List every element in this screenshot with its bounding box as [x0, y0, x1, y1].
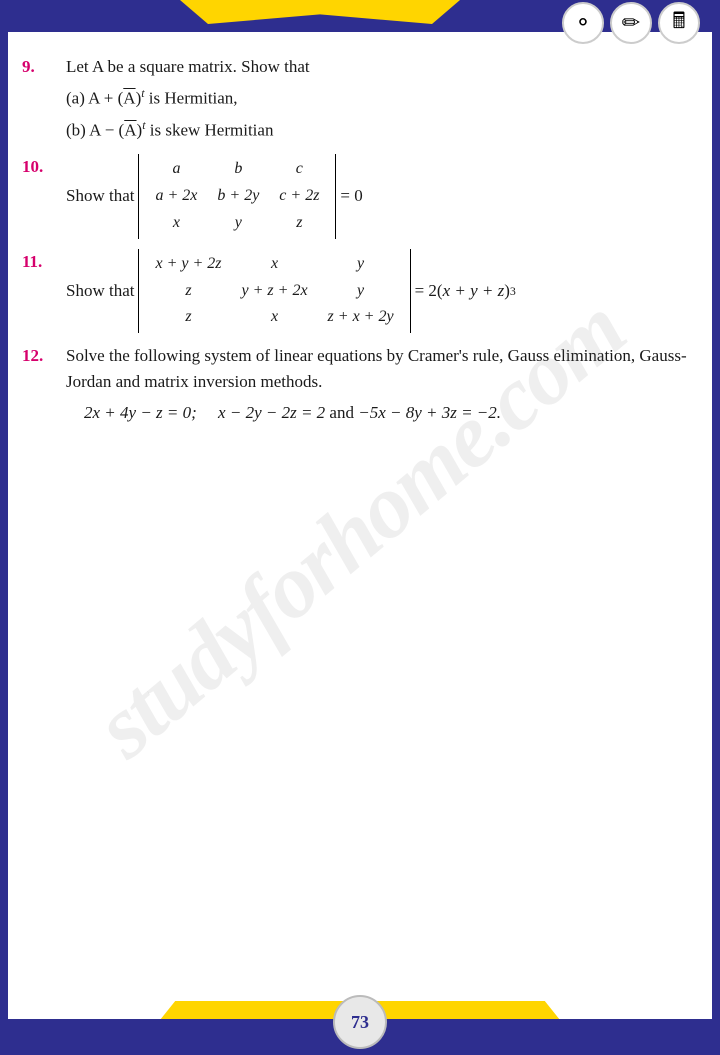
text: (a) A + (: [66, 89, 123, 108]
table-row: z x z + x + 2y: [145, 304, 403, 331]
problem-body: Show that a b c a + 2x b + 2y c + 2z x: [66, 154, 702, 238]
header-icons: ⚬ ✏ 🖩: [562, 2, 700, 44]
problem-number: 9.: [18, 54, 66, 144]
determinant: a b c a + 2x b + 2y c + 2z x y z: [138, 154, 336, 238]
cell: x + y + 2z: [145, 251, 231, 278]
problem-12: 12. Solve the following system of linear…: [18, 343, 702, 426]
pencil-icon: ✏: [610, 2, 652, 44]
cell: y: [207, 210, 269, 237]
eq3: −5x − 8y + 3z = −2.: [358, 403, 501, 422]
and-text: and: [329, 403, 358, 422]
cell: z: [145, 278, 231, 305]
cell: y + z + 2x: [232, 278, 318, 305]
cell: c: [269, 156, 329, 183]
p9-b: (b) A − (A)t is skew Hermitian: [66, 116, 702, 144]
cell: y: [318, 278, 404, 305]
cell: b: [207, 156, 269, 183]
tail-prefix: = 2(: [415, 278, 443, 304]
text: is Hermitian,: [145, 89, 238, 108]
tail-text: = 0: [340, 183, 362, 209]
problem-body: Show that x + y + 2z x y z y + z + 2x y …: [66, 249, 702, 333]
table-row: x y z: [145, 210, 329, 237]
det-table: a b c a + 2x b + 2y c + 2z x y z: [145, 156, 329, 236]
cell: z + x + 2y: [318, 304, 404, 331]
cell: b + 2y: [207, 183, 269, 210]
a-bar: A: [124, 121, 136, 140]
problem-number: 12.: [18, 343, 66, 426]
problem-body: Solve the following system of linear equ…: [66, 343, 702, 426]
tail-expr: x + y + z: [443, 278, 505, 304]
compass-icon: ⚬: [562, 2, 604, 44]
p12-text: Solve the following system of linear equ…: [66, 343, 702, 396]
a-bar: A: [123, 89, 135, 108]
cell: a: [145, 156, 207, 183]
p9-a: (a) A + (A)t is Hermitian,: [66, 84, 702, 112]
determinant: x + y + 2z x y z y + z + 2x y z x z + x …: [138, 249, 410, 333]
eq2: x − 2y − 2z = 2: [218, 403, 325, 422]
table-row: a + 2x b + 2y c + 2z: [145, 183, 329, 210]
right-border: [712, 0, 720, 1055]
lead-text: Show that: [66, 183, 134, 209]
eq1: 2x + 4y − z = 0;: [84, 403, 197, 422]
problem-10: 10. Show that a b c a + 2x b + 2y c + 2z: [18, 154, 702, 238]
table-row: a b c: [145, 156, 329, 183]
tail-exp: 3: [510, 282, 516, 300]
table-row: z y + z + 2x y: [145, 278, 403, 305]
text: (b) A − (: [66, 121, 124, 140]
problem-11: 11. Show that x + y + 2z x y z y + z + 2…: [18, 249, 702, 333]
problem-9: 9. Let A be a square matrix. Show that (…: [18, 54, 702, 144]
cell: x: [145, 210, 207, 237]
page-number-badge: 73: [333, 995, 387, 1049]
cell: a + 2x: [145, 183, 207, 210]
problem-body: Let A be a square matrix. Show that (a) …: [66, 54, 702, 144]
problem-number: 11.: [18, 249, 66, 333]
problem-number: 10.: [18, 154, 66, 238]
page-content: 9. Let A be a square matrix. Show that (…: [18, 54, 702, 995]
text: is skew Hermitian: [146, 121, 274, 140]
p12-equations: 2x + 4y − z = 0; x − 2y − 2z = 2 and −5x…: [66, 400, 702, 426]
left-border: [0, 0, 8, 1055]
cell: y: [318, 251, 404, 278]
p9-intro: Let A be a square matrix. Show that: [66, 54, 702, 80]
cell: x: [232, 251, 318, 278]
cell: c + 2z: [269, 183, 329, 210]
det-table: x + y + 2z x y z y + z + 2x y z x z + x …: [145, 251, 403, 331]
cell: x: [232, 304, 318, 331]
cell: z: [269, 210, 329, 237]
table-row: x + y + 2z x y: [145, 251, 403, 278]
calculator-icon: 🖩: [658, 2, 700, 44]
cell: z: [145, 304, 231, 331]
lead-text: Show that: [66, 278, 134, 304]
